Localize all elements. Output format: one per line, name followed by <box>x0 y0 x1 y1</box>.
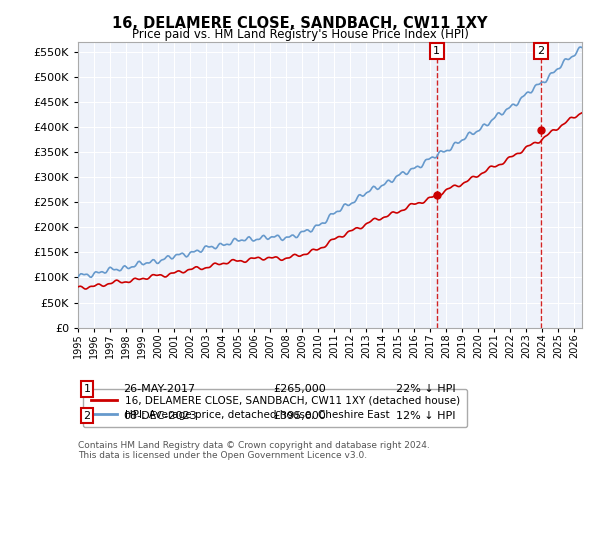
Text: 16, DELAMERE CLOSE, SANDBACH, CW11 1XY: 16, DELAMERE CLOSE, SANDBACH, CW11 1XY <box>112 16 488 31</box>
Text: 08-DEC-2023: 08-DEC-2023 <box>123 410 197 421</box>
Text: 26-MAY-2017: 26-MAY-2017 <box>123 384 195 394</box>
Legend: 16, DELAMERE CLOSE, SANDBACH, CW11 1XY (detached house), HPI: Average price, det: 16, DELAMERE CLOSE, SANDBACH, CW11 1XY (… <box>83 389 467 427</box>
Text: 1: 1 <box>433 46 440 56</box>
Text: Contains HM Land Registry data © Crown copyright and database right 2024.
This d: Contains HM Land Registry data © Crown c… <box>78 441 430 460</box>
Text: Price paid vs. HM Land Registry's House Price Index (HPI): Price paid vs. HM Land Registry's House … <box>131 28 469 41</box>
Text: £395,000: £395,000 <box>273 410 326 421</box>
Text: £265,000: £265,000 <box>273 384 326 394</box>
Text: 12% ↓ HPI: 12% ↓ HPI <box>396 410 455 421</box>
Text: 22% ↓ HPI: 22% ↓ HPI <box>396 384 455 394</box>
Text: 2: 2 <box>537 46 544 56</box>
Text: 1: 1 <box>83 384 91 394</box>
Text: 2: 2 <box>83 410 91 421</box>
